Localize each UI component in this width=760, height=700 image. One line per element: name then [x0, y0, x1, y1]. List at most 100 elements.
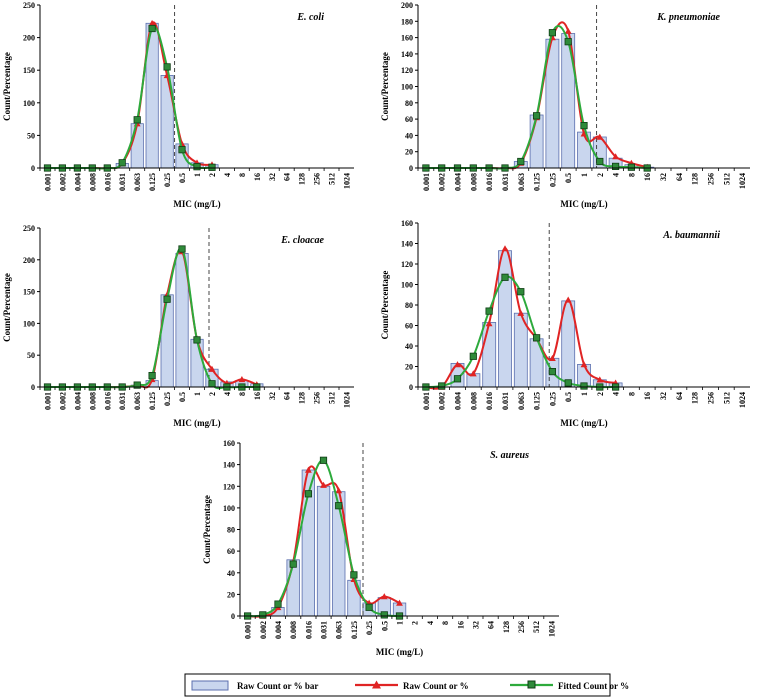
fitted-point-1: [193, 336, 201, 344]
fitted-point-0.063: [133, 116, 141, 124]
x-tick-label-0.016: 0.016: [103, 392, 112, 410]
x-tick-label-1024: 1024: [738, 392, 747, 408]
fitted-point-0.25: [163, 63, 171, 71]
x-tick-label-2: 2: [208, 173, 217, 177]
fitted-point-0.031: [501, 273, 509, 281]
x-tick-label-256: 256: [707, 173, 716, 185]
x-tick-label-0.004: 0.004: [73, 173, 82, 191]
fitted-point-0.031: [118, 159, 126, 167]
bar-0.016: [482, 321, 497, 388]
y-tick-label-0: 0: [31, 383, 35, 392]
x-tick-label-512: 512: [532, 621, 541, 633]
panel-title: K. pneumoniae: [656, 12, 720, 23]
x-tick-label-1024: 1024: [547, 621, 556, 637]
raw-point-0.031: [501, 245, 509, 252]
legend-bar-label: Raw Count or % bar: [237, 681, 318, 691]
x-tick-label-4: 4: [612, 173, 621, 177]
x-tick-label-0.001: 0.001: [244, 621, 253, 639]
fitted-point-0.063: [517, 157, 525, 166]
x-tick-label-64: 64: [283, 392, 292, 400]
fitted-point-0.125: [533, 112, 541, 120]
x-tick-label-512: 512: [328, 173, 337, 185]
y-tick-label-100: 100: [223, 504, 235, 513]
x-tick-label-0.063: 0.063: [133, 173, 142, 191]
raw-point-0.031: [320, 481, 327, 488]
x-tick-label-256: 256: [517, 621, 526, 633]
y-tick-label-0: 0: [31, 164, 35, 173]
x-tick-label-32: 32: [659, 392, 668, 400]
y-tick-label-0: 0: [409, 383, 413, 392]
bar-1: [190, 338, 204, 388]
x-tick-label-512: 512: [328, 392, 337, 404]
fitted-point-0.25: [548, 29, 557, 37]
bar-0.008: [286, 559, 300, 617]
fitted-point-2: [208, 163, 216, 171]
y-axis-title: Count/Percentage: [380, 271, 390, 340]
x-axis-title: MIC (mg/L): [560, 199, 607, 209]
y-tick-label-120: 120: [401, 66, 413, 75]
fitted-point-0.5: [178, 245, 186, 253]
raw-point-0.125: [148, 19, 156, 26]
x-tick-label-0.125: 0.125: [148, 392, 157, 410]
y-tick-label-140: 140: [401, 240, 413, 249]
fitted-point-0.008: [289, 560, 297, 568]
raw-point-8: [238, 376, 246, 383]
x-tick-label-0.5: 0.5: [178, 173, 187, 183]
x-tick-label-0.063: 0.063: [517, 173, 526, 191]
x-tick-label-0.5: 0.5: [564, 392, 573, 402]
fitted-point-1: [193, 163, 201, 171]
x-tick-label-0.25: 0.25: [163, 173, 172, 187]
fitted-point-0.016: [304, 490, 313, 498]
panel-title: E. coli: [296, 12, 324, 23]
x-tick-label-256: 256: [313, 392, 322, 404]
x-tick-label-0.25: 0.25: [365, 621, 374, 635]
x-tick-label-8: 8: [441, 621, 450, 625]
raw-point-0.063: [335, 487, 343, 494]
fitted-line: [47, 247, 257, 390]
x-tick-label-64: 64: [283, 173, 292, 181]
fitted-point-0.25: [365, 603, 373, 611]
y-axis-title: Count/Percentage: [2, 273, 12, 342]
x-tick-label-0.004: 0.004: [274, 621, 283, 639]
bar-0.25: [160, 294, 174, 388]
x-tick-label-0.004: 0.004: [73, 392, 82, 410]
legend: Raw Count or % bar Raw Count or % Fitted…: [184, 673, 629, 697]
bars-k-pneumoniae: [513, 33, 655, 169]
y-tick-label-140: 140: [401, 50, 413, 59]
x-tick-label-16: 16: [643, 173, 652, 181]
fitted-point-0.004: [274, 600, 282, 608]
raw-point-0.004: [454, 361, 461, 368]
x-tick-label-0.063: 0.063: [517, 392, 526, 410]
fitted-point-0.002: [438, 382, 446, 390]
fitted-point-0.5: [380, 611, 388, 619]
x-tick-label-0.001: 0.001: [44, 173, 53, 191]
x-tick-label-256: 256: [313, 173, 322, 185]
fitted-point-0.125: [148, 24, 156, 33]
y-tick-label-0: 0: [231, 612, 235, 621]
x-tick-label-0.002: 0.002: [438, 173, 447, 191]
raw-point-2: [596, 133, 604, 140]
x-tick-label-0.031: 0.031: [118, 173, 127, 191]
y-tick-label-140: 140: [223, 461, 235, 470]
x-tick-label-16: 16: [253, 392, 262, 400]
fitted-point-0.004: [453, 375, 462, 383]
y-tick-label-100: 100: [23, 99, 35, 108]
x-tick-label-64: 64: [675, 392, 684, 400]
panel-s-aureus: 0 20 40 60 80 100 120 140 160 0.001 0.002 0.004 0.00…: [202, 439, 559, 657]
x-tick-label-0.125: 0.125: [350, 621, 359, 639]
x-tick-label-4: 4: [223, 392, 232, 396]
legend-fitted-marker: [527, 680, 536, 689]
y-axis-title: Count/Percentage: [202, 495, 212, 564]
x-tick-label-0.008: 0.008: [469, 173, 478, 191]
raw-point-0.5: [380, 593, 388, 600]
x-tick-label-128: 128: [298, 392, 307, 404]
panel-title: A. baumannii: [662, 230, 720, 241]
x-tick-label-64: 64: [487, 621, 496, 629]
x-tick-label-0.004: 0.004: [454, 392, 463, 410]
x-tick-label-128: 128: [298, 173, 307, 185]
fitted-point-0.25: [548, 367, 557, 376]
raw-point-0.5: [564, 296, 572, 303]
raw-point-2: [208, 365, 216, 372]
legend-fitted-label: Fitted Count or %: [558, 681, 629, 691]
legend-raw-label: Raw Count or %: [403, 681, 469, 691]
